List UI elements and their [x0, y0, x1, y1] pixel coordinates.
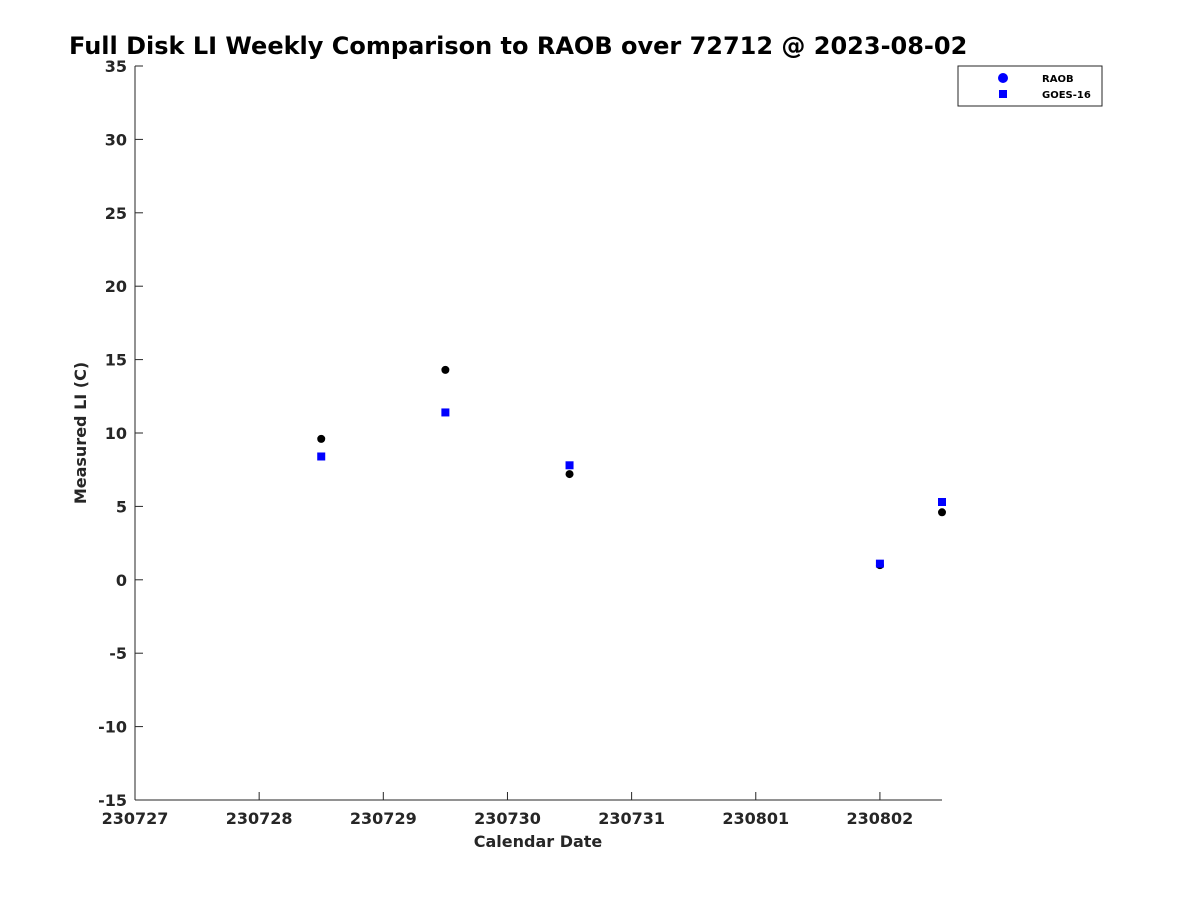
y-tick-label: 5 [116, 497, 127, 516]
data-points [317, 365, 946, 570]
y-tick-label: -5 [109, 644, 127, 663]
y-tick-label: 35 [105, 57, 127, 76]
raob-legend-marker [998, 73, 1008, 83]
y-tick-label: -10 [98, 718, 127, 737]
goes-16-point [317, 452, 326, 461]
raob-point [565, 470, 574, 479]
y-tick-label: 10 [105, 424, 127, 443]
x-tick-label: 230801 [722, 809, 789, 828]
y-ticks: 35 30 25 20 15 10 5 0 -5 -10 -15 [98, 57, 143, 810]
goes-16-point [441, 408, 450, 417]
y-tick-label: -15 [98, 791, 127, 810]
chart-title: Full Disk LI Weekly Comparison to RAOB o… [69, 32, 967, 60]
raob-point [938, 508, 946, 517]
raob-point [441, 365, 450, 374]
raob-point [317, 434, 326, 443]
goes-16-point [875, 559, 884, 568]
y-tick-label: 20 [105, 277, 127, 296]
goes-16-point [565, 461, 574, 470]
x-tick-label: 230729 [350, 809, 417, 828]
x-tick-label: 230730 [474, 809, 541, 828]
y-tick-label: 30 [105, 130, 127, 149]
legend: RAOB GOES-16 [957, 65, 1103, 107]
raob-legend-label: RAOB [1042, 74, 1074, 85]
goes-16-point [938, 497, 946, 506]
y-tick-label: 0 [116, 571, 127, 590]
y-axis-label: Measured LI (C) [71, 362, 90, 504]
y-tick-label: 25 [105, 204, 127, 223]
y-tick-label: 15 [105, 351, 127, 370]
goes-16-legend-label: GOES-16 [1042, 90, 1091, 101]
axes [134, 66, 942, 801]
x-axis-label: Calendar Date [474, 832, 603, 851]
x-tick-label: 230727 [102, 809, 169, 828]
goes-16-legend-marker [999, 90, 1007, 98]
x-tick-label: 230728 [226, 809, 293, 828]
x-ticks: 230727 230728 230729 230730 230731 230801 2308… [102, 792, 914, 828]
legend-box [957, 65, 1103, 107]
x-tick-label: 230731 [598, 809, 665, 828]
x-tick-label: 230802 [847, 809, 914, 828]
